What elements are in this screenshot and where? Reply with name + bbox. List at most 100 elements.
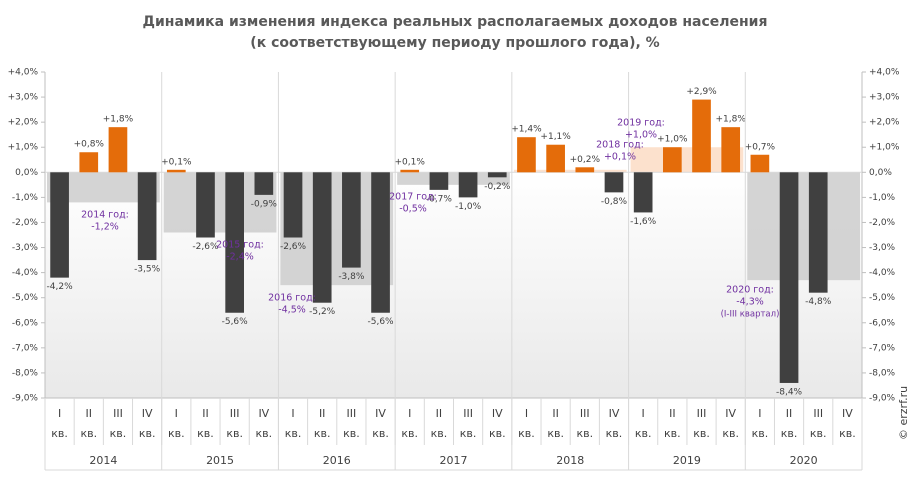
y-tick-label: -6,0% xyxy=(12,318,39,328)
annual-band xyxy=(513,169,627,173)
bar xyxy=(50,172,69,278)
value-label: -0,7% xyxy=(426,194,453,204)
value-label: -2,6% xyxy=(192,242,219,252)
value-label: -0,9% xyxy=(251,199,278,209)
annual-label: 2018 год: xyxy=(596,140,644,151)
y2-tick-label: -4,0% xyxy=(869,268,896,278)
x-tick-label: кв. xyxy=(489,427,506,440)
x-tick-label: кв. xyxy=(80,427,97,440)
x-tick-label: I xyxy=(525,407,528,420)
x-tick-label: III xyxy=(463,407,473,420)
x-tick-label: кв. xyxy=(839,427,856,440)
x-tick-label: II xyxy=(202,407,209,420)
x-tick-label: III xyxy=(697,407,707,420)
x-tick-label: II xyxy=(669,407,676,420)
y2-tick-label: -9,0% xyxy=(869,394,896,404)
annual-label: -4,5% xyxy=(278,305,306,316)
y-tick-label: -8,0% xyxy=(12,368,39,378)
y2-tick-label: -3,0% xyxy=(869,243,896,253)
annual-label: -1,2% xyxy=(91,222,119,233)
y-tick-label: +3,0% xyxy=(8,93,39,103)
x-tick-label: IV xyxy=(375,407,386,420)
x-tick-label: I xyxy=(408,407,411,420)
value-label: -4,2% xyxy=(47,282,74,292)
value-label: -2,6% xyxy=(280,242,307,252)
x-tick-label: II xyxy=(552,407,559,420)
bar xyxy=(371,172,390,313)
x-tick-label: II xyxy=(436,407,443,420)
x-tick-label: III xyxy=(347,407,357,420)
annual-label: 2016 год: xyxy=(268,293,316,304)
bar xyxy=(487,172,507,178)
y-tick-label: -1,0% xyxy=(12,193,39,203)
x-tick-label: кв. xyxy=(431,427,448,440)
y-tick-label: -2,0% xyxy=(12,218,39,228)
x-tick-label: II xyxy=(786,407,793,420)
y-tick-label: +2,0% xyxy=(8,118,39,128)
x-tick-label: II xyxy=(319,407,326,420)
x-tick-label: I xyxy=(642,407,645,420)
x-tick-label: кв. xyxy=(168,427,185,440)
bar xyxy=(225,172,244,313)
x-tick-label: I xyxy=(175,407,178,420)
x-tick-label: IV xyxy=(842,407,853,420)
value-label: -3,8% xyxy=(338,272,365,282)
x-tick-label: кв. xyxy=(256,427,273,440)
value-label: -1,0% xyxy=(455,202,482,212)
value-label: -5,2% xyxy=(309,307,336,317)
value-label: -3,5% xyxy=(134,265,161,275)
x-tick-label: IV xyxy=(609,407,620,420)
value-label: -1,6% xyxy=(630,217,657,227)
y-tick-label: -9,0% xyxy=(12,394,39,404)
x-tick-label: III xyxy=(113,407,123,420)
value-label: +1,1% xyxy=(540,132,571,142)
y-tick-label: +4,0% xyxy=(8,68,39,78)
y2-tick-label: -8,0% xyxy=(869,368,896,378)
y-tick-label: -5,0% xyxy=(12,293,39,303)
bar xyxy=(196,172,215,238)
x-tick-label: III xyxy=(230,407,240,420)
bar xyxy=(312,172,332,303)
bar xyxy=(254,172,274,195)
x-tick-label: кв. xyxy=(635,427,652,440)
watermark: © erzrf.ru xyxy=(897,386,910,440)
group-label: 2017 xyxy=(440,454,468,467)
value-label: +0,2% xyxy=(570,155,601,165)
value-label: +0,7% xyxy=(745,142,776,152)
value-label: -0,8% xyxy=(601,197,628,207)
y2-tick-label: +1,0% xyxy=(869,143,900,153)
y2-tick-label: +3,0% xyxy=(869,93,900,103)
bar xyxy=(663,147,682,173)
bar xyxy=(575,167,595,173)
annual-band xyxy=(397,172,510,185)
group-label: 2020 xyxy=(790,454,818,467)
x-tick-label: I xyxy=(758,407,761,420)
group-label: 2015 xyxy=(206,454,234,467)
x-tick-label: кв. xyxy=(518,427,535,440)
value-label: +2,9% xyxy=(686,87,717,97)
group-label: 2018 xyxy=(556,454,584,467)
value-label: +1,8% xyxy=(103,115,134,125)
bar xyxy=(283,172,303,238)
value-label: +1,8% xyxy=(715,115,746,125)
y2-tick-label: -1,0% xyxy=(869,193,896,203)
x-tick-label: III xyxy=(813,407,823,420)
annual-label: 2017 год: xyxy=(389,192,437,203)
annual-label: 2015 год: xyxy=(216,240,264,251)
annual-label: -0,5% xyxy=(399,204,427,215)
value-label: +0,8% xyxy=(74,140,105,150)
x-tick-label: кв. xyxy=(401,427,418,440)
x-tick-label: I xyxy=(291,407,294,420)
bar xyxy=(604,172,624,193)
value-label: -5,6% xyxy=(222,317,249,327)
annual-label: 2019 год: xyxy=(617,118,665,129)
bar xyxy=(108,127,128,173)
y-tick-label: -4,0% xyxy=(12,268,39,278)
x-tick-label: II xyxy=(86,407,93,420)
annual-label: (I-III квартал) xyxy=(721,310,780,320)
y-tick-label: +1,0% xyxy=(8,143,39,153)
value-label: -8,4% xyxy=(776,387,803,397)
y-tick-label: -7,0% xyxy=(12,343,39,353)
x-tick-label: кв. xyxy=(752,427,769,440)
x-tick-label: кв. xyxy=(693,427,710,440)
